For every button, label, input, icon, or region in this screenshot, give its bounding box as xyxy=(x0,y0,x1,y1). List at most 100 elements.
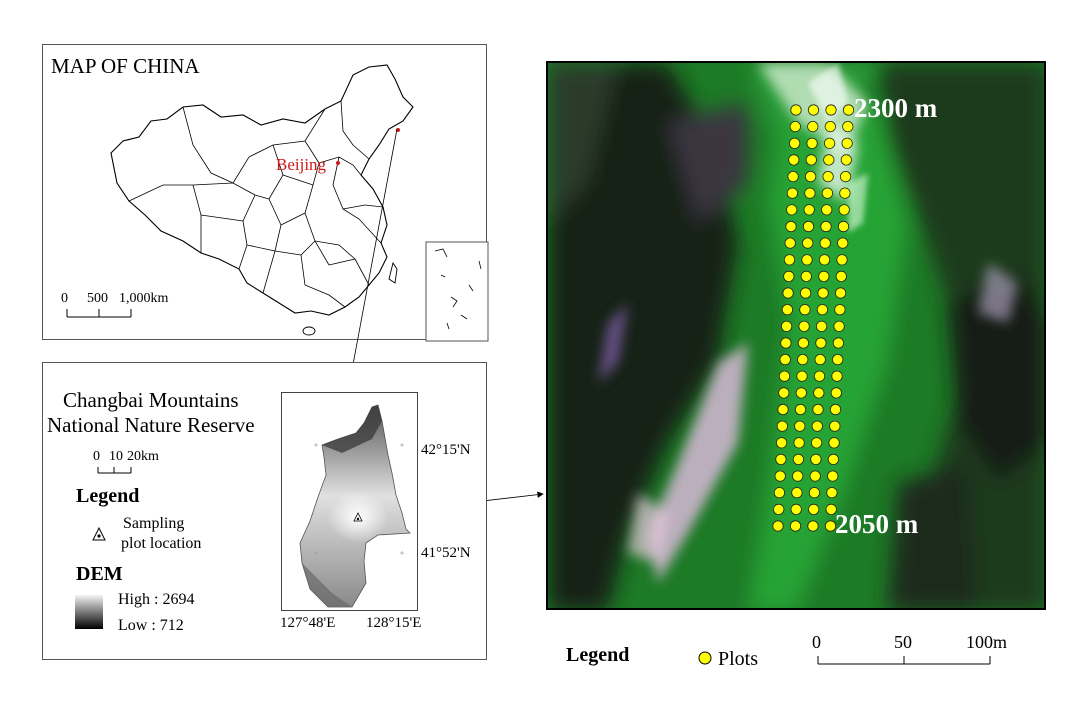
plot-point xyxy=(808,503,820,515)
plot-point xyxy=(773,503,785,515)
plot-point xyxy=(809,470,821,482)
dem-map-frame xyxy=(281,392,418,611)
plot-point xyxy=(840,154,852,166)
plot-point xyxy=(774,470,786,482)
china-map-title: MAP OF CHINA xyxy=(51,54,200,78)
plot-point xyxy=(813,387,825,399)
sampling-plot-marker xyxy=(353,512,363,522)
reserve-title-line1: Changbai Mountains xyxy=(63,388,239,412)
plot-point xyxy=(783,254,796,266)
satellite-imagery xyxy=(548,63,1044,608)
satellite-scale-tick-100: 100m xyxy=(966,632,1008,652)
plot-point xyxy=(814,353,826,366)
plot-point xyxy=(830,387,842,399)
lower-elevation-label: 2050 m xyxy=(835,509,919,539)
plot-point xyxy=(824,520,837,532)
plot-point xyxy=(776,420,788,432)
plot-point xyxy=(818,270,830,282)
plot-point xyxy=(778,387,790,399)
reserve-title-line2: National Nature Reserve xyxy=(47,413,255,437)
plot-point xyxy=(829,403,842,416)
china-scale-tick-500: 500 xyxy=(87,291,108,306)
plot-point xyxy=(777,403,789,416)
plot-point xyxy=(837,237,849,249)
reserve-legend-heading: Legend xyxy=(76,485,140,507)
reserve-scale-unit: km xyxy=(141,449,159,464)
lon-label-east: 128°15'E xyxy=(366,615,422,631)
plot-point xyxy=(808,487,820,499)
plot-point xyxy=(823,137,836,149)
plot-point xyxy=(794,403,807,416)
plot-point xyxy=(825,104,837,116)
reserve-scale-bar xyxy=(75,467,132,629)
connector-china-to-reserve xyxy=(346,128,398,387)
plot-point xyxy=(817,287,829,299)
dem-heading: DEM xyxy=(76,563,123,585)
plot-point xyxy=(787,171,799,183)
plot-point xyxy=(783,270,795,282)
plot-point xyxy=(807,120,819,133)
plot-point xyxy=(797,337,809,349)
reserve-scale-tick-20: 20km xyxy=(127,449,159,465)
plot-point xyxy=(778,370,791,382)
dem-color-ramp xyxy=(75,595,103,629)
plot-point xyxy=(826,487,838,499)
plot-point xyxy=(841,137,853,149)
plot-point xyxy=(794,420,806,432)
plots-legend-label: Plots xyxy=(718,648,759,670)
reserve-map-panel: Changbai Mountains National Nature Reser… xyxy=(42,362,487,660)
plot-point xyxy=(804,171,817,183)
plot-point xyxy=(796,370,808,382)
plot-point xyxy=(816,304,828,316)
plot-point xyxy=(795,387,807,399)
plot-point xyxy=(800,270,812,282)
plot-point xyxy=(838,204,850,216)
plot-point xyxy=(842,104,855,116)
plot-point xyxy=(827,470,839,482)
sampling-label-line1: Sampling xyxy=(123,515,185,532)
plot-point xyxy=(792,453,804,465)
plot-point xyxy=(812,403,824,416)
plot-grid xyxy=(772,104,855,532)
satellite-legend-heading: Legend xyxy=(566,644,630,666)
plot-point xyxy=(842,120,854,133)
plot-point xyxy=(832,353,844,366)
plot-point xyxy=(772,520,784,532)
satellite-image: 2300 m 2050 m xyxy=(546,61,1046,610)
plot-point xyxy=(828,437,840,449)
plot-point xyxy=(818,254,831,266)
china-scale-tick-1000: 1,000km xyxy=(119,291,168,307)
plot-point xyxy=(834,287,847,299)
china-outline-map: Beijing xyxy=(66,64,489,342)
china-map-panel: MAP OF CHINA xyxy=(42,44,489,342)
plot-point xyxy=(782,287,794,299)
plot-point xyxy=(792,470,804,482)
taiwan-island xyxy=(388,261,398,284)
plot-point xyxy=(833,320,845,332)
lat-label-south: 41°52'N xyxy=(421,545,471,561)
plot-point xyxy=(786,187,798,199)
plot-point xyxy=(835,270,847,282)
reserve-scale-tick-20-value: 20 xyxy=(127,449,141,464)
plot-point xyxy=(789,520,802,532)
plot-point xyxy=(807,104,820,116)
satellite-scale-tick-50: 50 xyxy=(894,632,912,652)
plot-point xyxy=(839,187,851,199)
plot-point xyxy=(799,304,811,316)
plot-point xyxy=(810,437,823,449)
plot-point xyxy=(823,154,835,166)
plot-point xyxy=(832,337,844,349)
plot-point xyxy=(791,487,803,499)
plot-point xyxy=(785,220,797,233)
satellite-scale-bar xyxy=(817,656,991,665)
plot-point xyxy=(820,220,832,233)
satellite-scale-tick-0: 0 xyxy=(812,632,821,652)
sampling-label-line2: plot location xyxy=(121,535,202,552)
plot-point xyxy=(801,254,813,266)
plot-point xyxy=(824,120,836,133)
plot-point xyxy=(839,171,852,183)
plot-point xyxy=(815,320,828,332)
lat-label-north: 42°15'N xyxy=(421,442,471,458)
plot-point xyxy=(822,171,834,183)
